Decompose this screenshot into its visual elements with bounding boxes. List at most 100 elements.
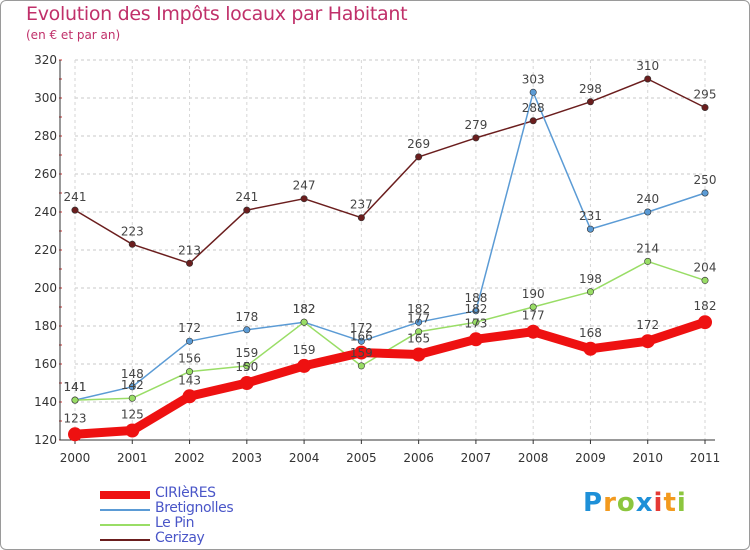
data-point-bretignolles <box>243 326 251 334</box>
data-label-le-pin: 159 <box>235 346 258 360</box>
data-label-ciri-res: 125 <box>121 408 144 422</box>
x-tick-label: 2000 <box>60 451 91 465</box>
data-label-le-pin: 214 <box>636 241 659 255</box>
data-label-bretignolles: 172 <box>178 321 201 335</box>
data-label-ciri-res: 159 <box>293 343 316 357</box>
data-label-cerizay: 213 <box>178 243 201 257</box>
data-label-bretignolles: 141 <box>64 380 87 394</box>
data-point-ciri-res <box>640 334 655 349</box>
data-point-le-pin <box>472 318 480 326</box>
data-label-le-pin: 182 <box>293 302 316 316</box>
data-label-le-pin: 142 <box>121 378 144 392</box>
y-tick-label: 140 <box>34 395 57 409</box>
y-tick-label: 260 <box>34 167 57 181</box>
data-label-ciri-res: 182 <box>694 299 717 313</box>
data-point-le-pin <box>243 362 251 370</box>
data-point-cerizay <box>472 134 480 142</box>
line-chart: 120 140 160 180 200 220 240 260 280 300 320 2000 200… <box>34 53 721 465</box>
data-point-cerizay <box>415 153 423 161</box>
data-point-ciri-res <box>526 324 541 339</box>
data-point-le-pin <box>300 318 308 326</box>
x-tick-label: 2009 <box>575 451 606 465</box>
y-tick-label: 220 <box>34 243 57 257</box>
chart-title: Evolution des Impôts locaux par Habitant <box>26 3 408 25</box>
data-label-bretignolles: 182 <box>293 302 316 316</box>
x-tick-label: 2005 <box>346 451 377 465</box>
data-label-le-pin: 190 <box>522 287 545 301</box>
data-point-bretignolles <box>415 318 423 326</box>
data-point-le-pin <box>71 396 79 404</box>
data-point-ciri-res <box>468 332 483 347</box>
data-point-cerizay <box>644 75 652 83</box>
logo-letter: r <box>603 488 617 518</box>
logo-letter: o <box>616 488 636 518</box>
y-tick-label: 160 <box>34 357 57 371</box>
data-label-bretignolles: 231 <box>579 209 602 223</box>
legend-label-le-pin: Le Pin <box>155 515 195 531</box>
data-point-cerizay <box>71 206 79 214</box>
data-point-cerizay <box>529 117 537 125</box>
data-label-cerizay: 247 <box>293 179 316 193</box>
data-label-le-pin: 198 <box>579 272 602 286</box>
legend-label-bretignolles: Bretignolles <box>155 500 234 516</box>
data-label-bretignolles: 188 <box>464 291 487 305</box>
x-tick-label: 2007 <box>461 451 492 465</box>
data-point-ciri-res <box>698 315 712 330</box>
data-label-cerizay: 223 <box>121 224 144 238</box>
y-tick-label: 180 <box>34 319 57 333</box>
data-label-ciri-res: 172 <box>636 318 659 332</box>
data-point-bretignolles <box>186 337 194 345</box>
logo-letter: t <box>663 488 677 518</box>
series-line-ciri-res <box>70 317 710 439</box>
data-point-bretignolles <box>701 189 709 197</box>
data-point-bretignolles <box>644 208 652 216</box>
data-point-le-pin <box>701 276 709 284</box>
data-label-cerizay: 279 <box>464 118 487 132</box>
data-point-ciri-res <box>583 341 598 356</box>
logo-letter: x <box>635 488 654 518</box>
data-point-bretignolles <box>529 88 537 96</box>
data-label-ciri-res: 143 <box>178 373 201 387</box>
data-label-le-pin: 177 <box>407 312 430 326</box>
y-tick-label: 120 <box>34 433 57 447</box>
data-point-cerizay <box>300 195 308 203</box>
data-point-cerizay <box>357 214 365 222</box>
legend-label-cerizay: Cerizay <box>155 530 205 546</box>
x-tick-label: 2001 <box>117 451 148 465</box>
legend-swatch-le-pin <box>100 524 150 526</box>
proxiti-logo: Proxiti <box>583 488 687 518</box>
chart-subtitle: (en € et par an) <box>26 28 121 42</box>
data-label-ciri-res: 150 <box>235 360 258 374</box>
data-label-cerizay: 295 <box>694 88 717 102</box>
data-label-bretignolles: 303 <box>522 72 545 86</box>
x-tick-label: 2002 <box>174 451 205 465</box>
x-tick-label: 2006 <box>403 451 434 465</box>
data-label-bretignolles: 250 <box>694 173 717 187</box>
data-point-cerizay <box>701 104 709 112</box>
data-label-le-pin: 141 <box>64 380 87 394</box>
data-point-le-pin <box>529 303 537 311</box>
data-point-ciri-res <box>125 423 140 438</box>
data-label-le-pin: 156 <box>178 352 201 366</box>
data-point-ciri-res <box>411 347 426 362</box>
x-tick-label: 2010 <box>632 451 663 465</box>
data-label-cerizay: 241 <box>235 190 258 204</box>
legend-swatch-cerizay <box>100 539 150 541</box>
data-point-bretignolles <box>128 383 136 391</box>
data-point-le-pin <box>586 288 594 296</box>
data-label-bretignolles: 182 <box>407 302 430 316</box>
data-label-cerizay: 269 <box>407 137 430 151</box>
data-point-bretignolles <box>357 337 365 345</box>
data-label-ciri-res: 123 <box>64 411 87 425</box>
x-tick-label: 2003 <box>232 451 263 465</box>
data-label-ciri-res: 168 <box>579 326 602 340</box>
y-tick-label: 280 <box>34 129 57 143</box>
data-point-bretignolles <box>472 307 480 315</box>
x-tick-label: 2004 <box>289 451 320 465</box>
data-point-ciri-res <box>354 345 369 360</box>
logo-letter: i <box>653 488 664 518</box>
data-point-ciri-res <box>239 376 254 390</box>
data-label-ciri-res: 166 <box>350 330 373 344</box>
x-tick-label: 2011 <box>690 451 721 465</box>
logo-letter: P <box>583 488 604 518</box>
